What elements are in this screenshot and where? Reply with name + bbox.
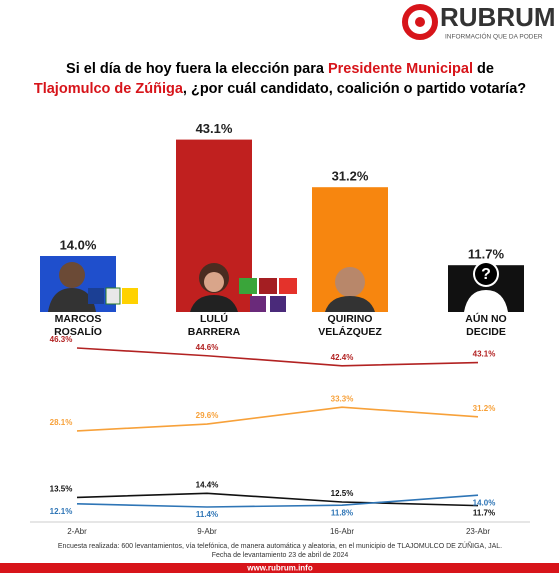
- x-tick-label: 9-Abr: [197, 527, 217, 536]
- point-label: 43.1%: [473, 350, 496, 359]
- footnote: Fecha de levantamiento 23 de abril de 20…: [212, 552, 349, 559]
- value-label: 14.0%: [60, 237, 97, 252]
- brand-name: RUBRUM: [440, 2, 556, 32]
- chart-title: Tlajomulco de Zúñiga, ¿por cuál candidat…: [34, 81, 526, 97]
- brand-tagline: INFORMACIÓN QUE DA PODER: [445, 32, 543, 41]
- point-label: 28.1%: [50, 418, 73, 427]
- party-logos: [88, 288, 138, 304]
- point-label: 11.4%: [196, 510, 218, 519]
- category-label: QUIRINO: [328, 313, 373, 325]
- footnote: Encuesta realizada: 600 levantamientos, …: [58, 541, 502, 550]
- point-label: 12.1%: [50, 507, 73, 516]
- point-label: 33.3%: [331, 394, 354, 403]
- category-label: VELÁZQUEZ: [318, 325, 382, 338]
- category-label: AÚN NO: [465, 312, 506, 325]
- value-label: 11.7%: [468, 247, 505, 262]
- x-tick-label: 23-Abr: [466, 527, 490, 536]
- point-label: 13.5%: [50, 485, 73, 494]
- point-label: 44.6%: [196, 343, 219, 352]
- logo-dot: [415, 17, 425, 27]
- x-tick-label: 2-Abr: [67, 527, 87, 536]
- point-label: 46.3%: [50, 335, 73, 344]
- point-label: 31.2%: [473, 404, 496, 413]
- point-label: 42.4%: [331, 353, 354, 362]
- point-label: 14.0%: [473, 498, 496, 507]
- category-label: BARRERA: [188, 326, 241, 338]
- title-part: Si el día de hoy fuera la elección para: [66, 61, 328, 77]
- title-part: de: [473, 61, 494, 77]
- point-label: 14.4%: [196, 480, 219, 489]
- title-part: , ¿por cuál candidato, coalición o parti…: [183, 81, 526, 97]
- category-label: MARCOS: [55, 313, 102, 325]
- svg-text:?: ?: [481, 266, 491, 283]
- category-label: DECIDE: [466, 326, 506, 338]
- category-label: LULÚ: [200, 312, 228, 325]
- value-label: 31.2%: [332, 169, 369, 184]
- footer-url: www.rubrum.info: [246, 564, 313, 573]
- title-part: Presidente Municipal: [328, 61, 473, 77]
- title-part: Tlajomulco de Zúñiga: [34, 81, 184, 97]
- infographic: RUBRUM INFORMACIÓN QUE DA PODER Si el dí…: [0, 0, 559, 573]
- point-label: 12.5%: [331, 489, 354, 498]
- point-label: 11.8%: [331, 508, 353, 517]
- chart-title: Si el día de hoy fuera la elección para …: [66, 61, 494, 77]
- point-label: 29.6%: [196, 411, 219, 420]
- value-label: 43.1%: [196, 121, 233, 136]
- point-label: 11.7%: [473, 509, 495, 518]
- x-tick-label: 16-Abr: [330, 527, 354, 536]
